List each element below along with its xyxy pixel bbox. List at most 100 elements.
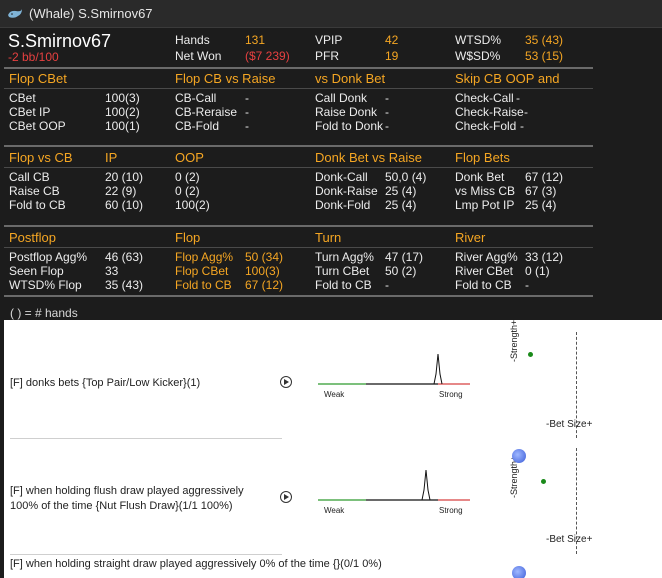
stat-value: 0 (1) <box>525 264 550 278</box>
skip-cb-oop-heading: Skip CB OOP and <box>455 71 560 86</box>
stat-value: 47 (17) <box>385 250 424 264</box>
stat-value: 20 (10) <box>105 170 144 184</box>
hands-value: 131 <box>245 33 266 47</box>
stat-label: Donk-Fold <box>315 198 371 212</box>
info-bubble-icon[interactable] <box>512 566 526 578</box>
flop-vs-cb-heading: Flop vs CB <box>9 150 73 165</box>
stat-value: 100(1) <box>105 119 140 133</box>
stat-value: 0 (2) <box>175 170 200 184</box>
section-underline <box>4 88 593 89</box>
turn-heading: Turn <box>315 230 342 245</box>
tendency-text: [F] donks bets {Top Pair/Low Kicker}(1) <box>10 377 201 389</box>
stat-label: Lmp Pot IP <box>455 198 515 212</box>
stat-value: 25 (4) <box>525 198 557 212</box>
betsize-axis-label: -Bet Size+ <box>546 534 593 545</box>
section-divider <box>4 295 593 297</box>
stat-label: CB-Call <box>175 91 217 105</box>
strong-label: Strong <box>439 390 463 399</box>
pfr-label: PFR <box>315 49 339 63</box>
stat-label: Raise CB <box>9 184 60 198</box>
wsd-label: W$SD% <box>455 49 501 63</box>
stat-value: 35 (43) <box>105 278 144 292</box>
player-winrate: -2 bb/100 <box>8 50 59 64</box>
stat-value: 100(2) <box>175 198 210 212</box>
stat-label: River CBet <box>455 264 514 278</box>
stat-label: Check-Call <box>455 91 514 105</box>
stat-value: 0 (2) <box>175 184 200 198</box>
strength-histogram <box>318 353 470 385</box>
stat-label: Fold to CB <box>175 278 232 292</box>
wsd-value: 53 (15) <box>525 49 564 63</box>
stat-value: 100(3) <box>105 91 140 105</box>
stat-value: - <box>520 119 524 133</box>
stat-value: 50,0 (4) <box>385 170 427 184</box>
oop-heading: OOP <box>175 150 204 165</box>
strength-histogram <box>318 469 470 501</box>
hands-note: ( ) = # hands <box>10 306 78 320</box>
flop-heading: Flop <box>175 230 201 245</box>
stat-label: Fold to CB <box>455 278 512 292</box>
stat-value: 50 (34) <box>245 250 284 264</box>
vpip-label: VPIP <box>315 33 343 47</box>
stat-value: - <box>516 91 520 105</box>
stat-label: Donk Bet <box>455 170 505 184</box>
stat-label: Donk-Raise <box>315 184 378 198</box>
netwon-value: ($7 239) <box>245 49 290 63</box>
stat-label: Check-Raise <box>455 105 524 119</box>
stat-value: - <box>385 119 389 133</box>
stat-label: Check-Fold <box>455 119 517 133</box>
scatter-point <box>528 352 533 357</box>
info-bubble-icon[interactable] <box>512 449 526 463</box>
stat-value: 25 (4) <box>385 184 417 198</box>
strong-label: Strong <box>439 506 463 515</box>
stat-label: River Agg% <box>455 250 518 264</box>
tendency-text-line2: 100% of the time {Nut Flush Draw}(1/1 10… <box>10 500 233 512</box>
stat-label: Call CB <box>9 170 50 184</box>
stat-value: 25 (4) <box>385 198 417 212</box>
stat-value: - <box>245 105 249 119</box>
stat-value: - <box>245 91 249 105</box>
stat-value: 46 (63) <box>105 250 144 264</box>
stat-value: - <box>385 105 389 119</box>
stat-label: vs Miss CB <box>455 184 515 198</box>
whale-icon <box>8 9 22 18</box>
stat-label: Fold to Donk <box>315 119 384 133</box>
stat-value: 60 (10) <box>105 198 144 212</box>
tendency-text: [F] when holding flush draw played aggre… <box>10 485 244 497</box>
section-underline <box>4 167 593 168</box>
wtsd-label: WTSD% <box>455 33 501 47</box>
play-icon[interactable] <box>280 376 292 388</box>
donk-bet-vs-raise-heading: Donk Bet vs Raise <box>315 150 422 165</box>
separator <box>10 554 282 555</box>
section-underline <box>4 247 593 248</box>
stat-label: Fold to CB <box>9 198 66 212</box>
stat-label: Postflop Agg% <box>9 250 88 264</box>
stat-value: - <box>524 105 528 119</box>
stat-label: Call Donk <box>315 91 368 105</box>
separator <box>10 438 282 439</box>
stat-value: 100(3) <box>245 264 280 278</box>
play-icon[interactable] <box>280 491 292 503</box>
section-divider <box>4 225 593 227</box>
river-heading: River <box>455 230 486 245</box>
ip-heading: IP <box>105 150 118 165</box>
stat-value: - <box>385 278 389 292</box>
vs-donk-bet-heading: vs Donk Bet <box>315 71 386 86</box>
section-divider <box>4 145 593 147</box>
player-name: S.Smirnov67 <box>8 31 112 51</box>
hands-label: Hands <box>175 33 210 47</box>
stat-label: Fold to CB <box>315 278 372 292</box>
stat-label: Turn Agg% <box>315 250 374 264</box>
stat-label: WTSD% Flop <box>9 278 82 292</box>
stat-label: CB-Fold <box>175 119 220 133</box>
stat-label: CB-Reraise <box>175 105 238 119</box>
stat-value: 67 (12) <box>245 278 284 292</box>
section-divider <box>4 67 593 69</box>
stat-label: Flop CBet <box>175 264 229 278</box>
stat-value: 33 (12) <box>525 250 564 264</box>
netwon-label: Net Won <box>175 49 222 63</box>
flop-cb-vs-raise-heading: Flop CB vs Raise <box>175 71 276 86</box>
vpip-value: 42 <box>385 33 399 47</box>
stat-value: - <box>245 119 249 133</box>
bet-axis <box>576 332 577 438</box>
